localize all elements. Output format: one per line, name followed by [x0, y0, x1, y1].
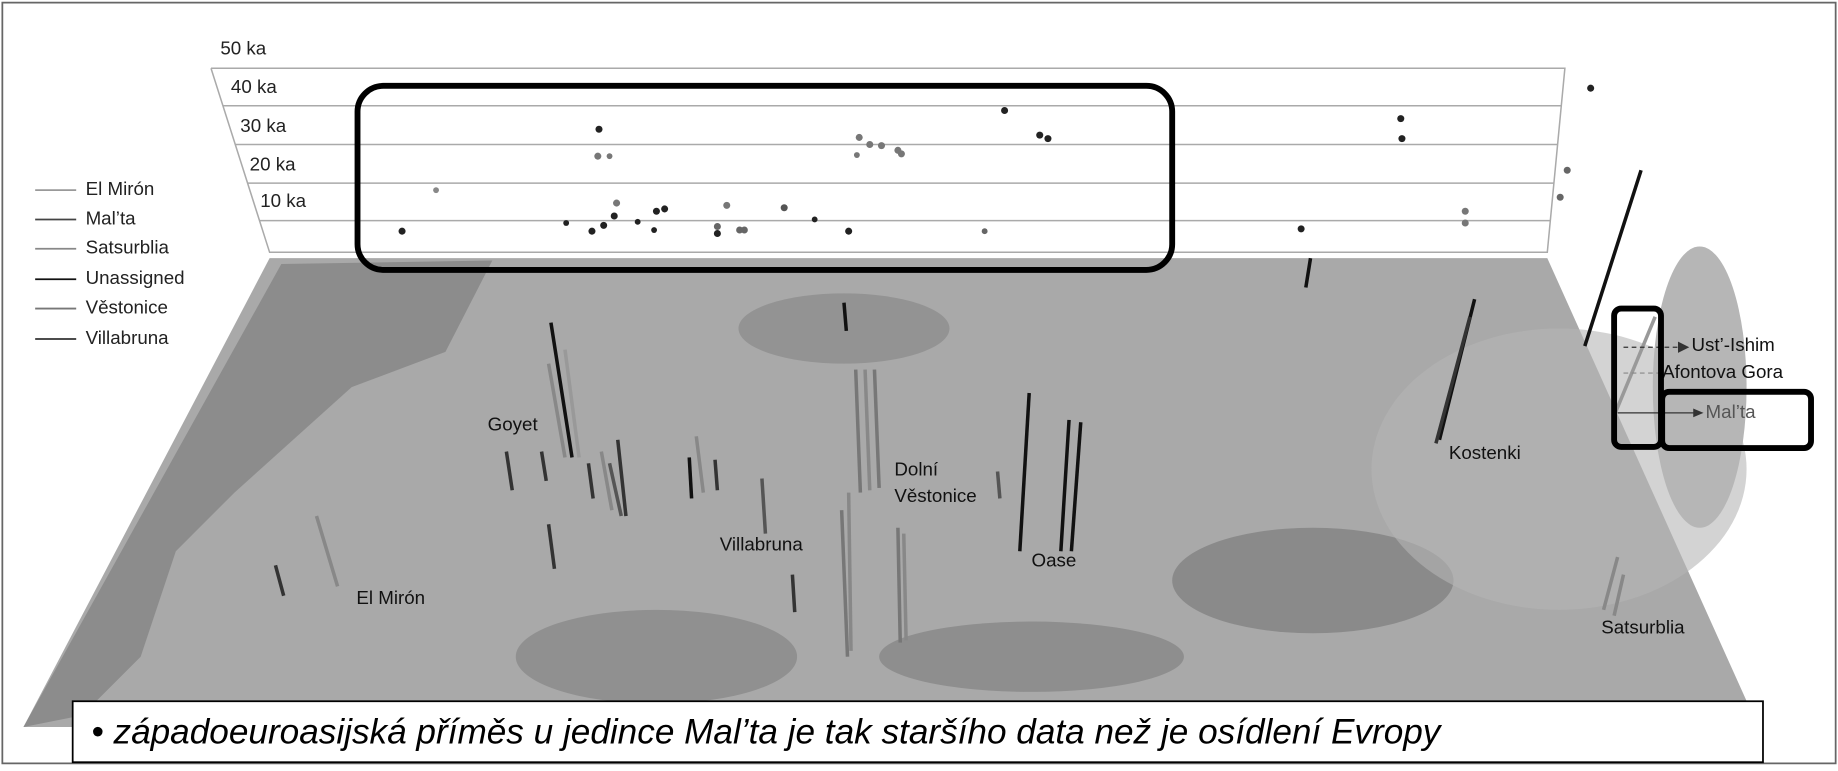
legend-label: Satsurblia [86, 237, 170, 258]
caption: • západoeuroasijská příměs u jedince Mal… [91, 712, 1442, 751]
place-label: Kostenki [1449, 442, 1521, 463]
map-floor [23, 246, 1759, 728]
place-label: Satsurblia [1601, 617, 1685, 638]
legend-label: Villabruna [86, 327, 170, 348]
place-label: Dolní [894, 458, 939, 479]
legend-label: Mal’ta [86, 207, 137, 228]
tick-label: 10 ka [260, 190, 306, 211]
legend-label: Unassigned [86, 267, 185, 288]
place-label: El Mirón [356, 587, 425, 608]
sample-bars [273, 169, 1657, 657]
callout-label: Afontova Gora [1662, 361, 1783, 382]
legend-label: El Mirón [86, 178, 155, 199]
place-label: Villabruna [720, 533, 804, 554]
callout-label: Mal’ta [1706, 401, 1757, 422]
sample-dots [398, 84, 1595, 238]
tick-label: 40 ka [231, 76, 277, 97]
tick-label: 20 ka [250, 154, 296, 175]
tick-label: 30 ka [240, 115, 286, 136]
legend [35, 189, 77, 340]
legend-label: Věstonice [86, 297, 168, 318]
place-label: Oase [1032, 550, 1077, 571]
time-wall [210, 67, 1566, 254]
callout-label: Ust’-Ishim [1691, 334, 1774, 355]
caption-box [71, 700, 1764, 764]
place-label: Goyet [488, 414, 539, 435]
highlight-boxes [354, 82, 1814, 451]
callout-arrows [1617, 341, 1704, 418]
tick-label: 50 ka [220, 37, 266, 58]
place-label: Věstonice [894, 485, 976, 506]
